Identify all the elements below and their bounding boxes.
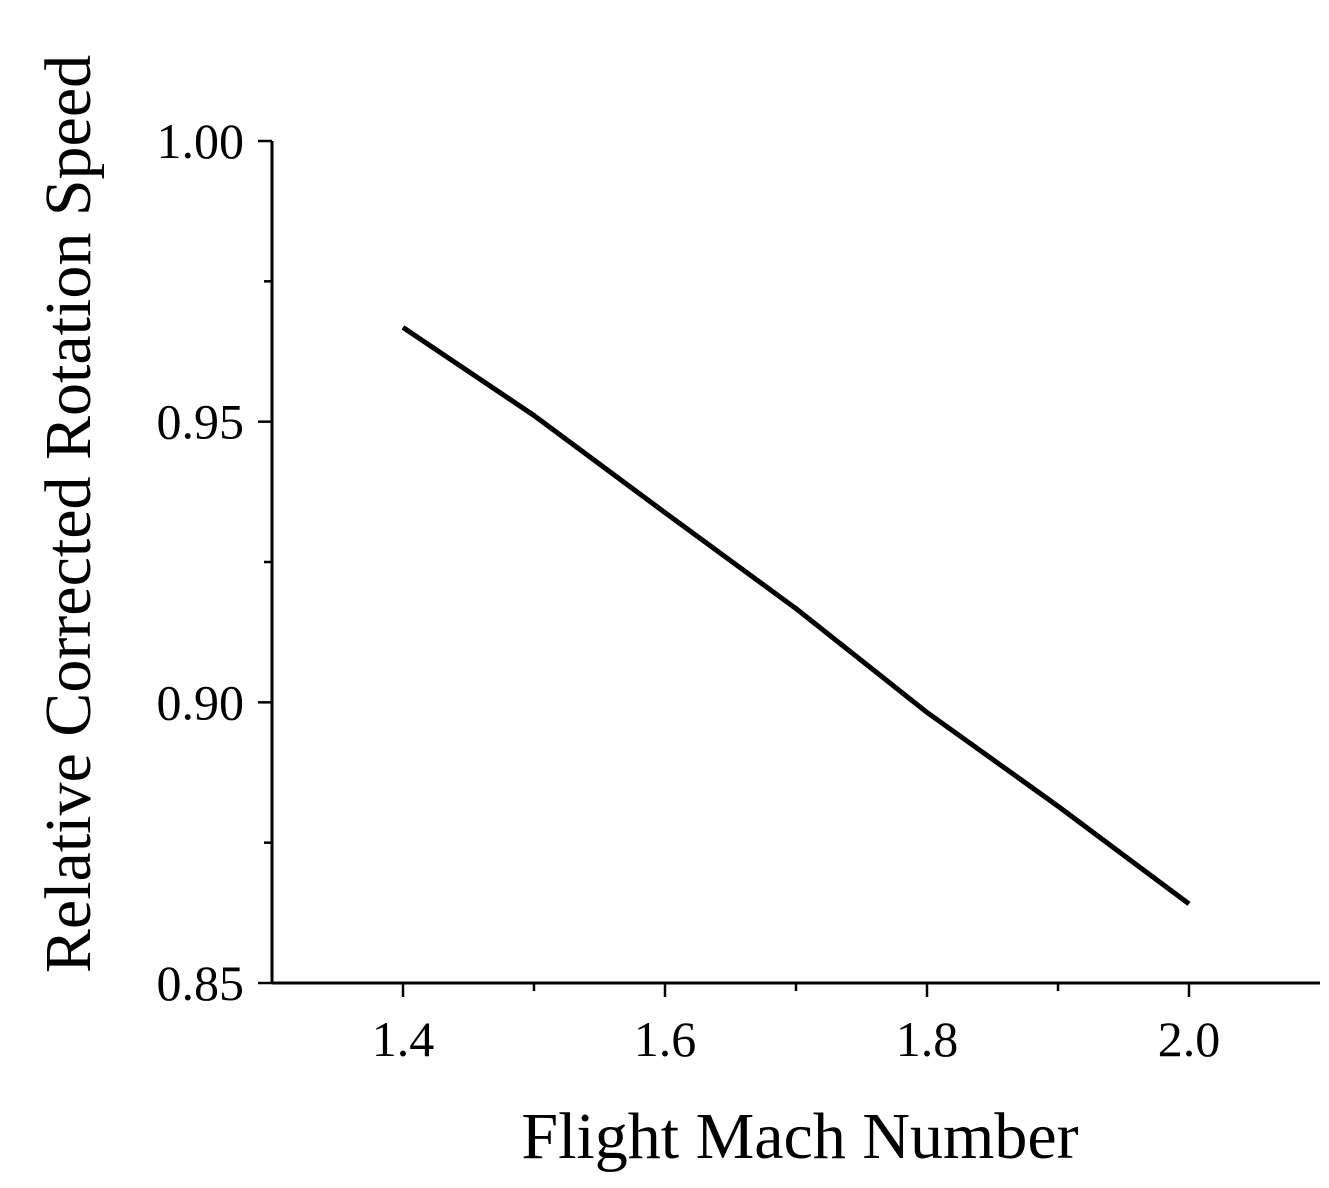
x-tick-label: 2.0 [1158,1011,1221,1067]
y-tick-label: 0.90 [157,674,245,730]
series [401,325,1191,906]
series-line [401,325,1191,906]
x-tick-label: 1.8 [896,1011,959,1067]
ticks [258,139,1191,997]
x-tick-label: 1.6 [634,1011,697,1067]
y-tick-label: 0.85 [157,955,245,1011]
y-tick-label: 0.95 [157,394,245,450]
y-tick-label: 1.00 [157,113,245,169]
axes [270,141,1320,985]
x-tick-label: 1.4 [372,1011,435,1067]
tick-labels: 0.85 0.90 0.95 1.00 1.4 1.6 1.8 2.0 [157,113,1221,1067]
y-axis-title: Relative Corrected Rotation Speed [32,55,105,973]
x-axis-title: Flight Mach Number [521,1100,1078,1173]
